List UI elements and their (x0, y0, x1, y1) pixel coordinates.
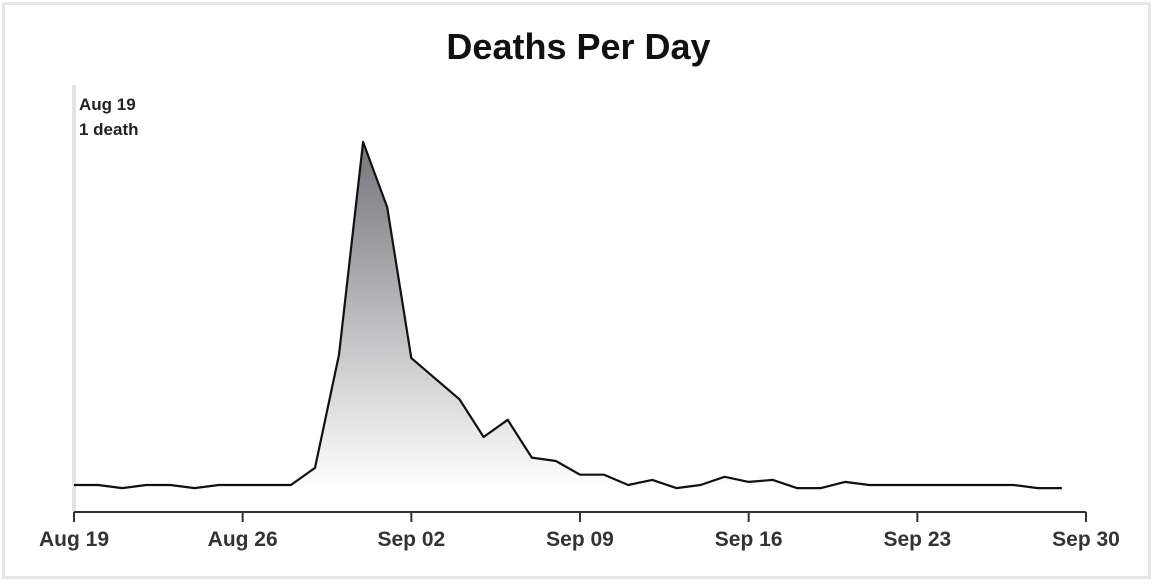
tooltip-value: 1 death (79, 120, 139, 139)
series-line (74, 140, 1062, 490)
x-tick-label: Aug 26 (208, 528, 278, 551)
chart-frame (2, 2, 1151, 579)
x-tick-label: Aug 19 (39, 528, 109, 551)
hover-tooltip: Aug 19 1 death (79, 92, 139, 142)
x-axis-ticks: Aug 19 Aug 26 Sep 02 Sep 09 Sep 16 Sep 23 Sep … (39, 512, 1120, 551)
x-tick-label: Sep 23 (883, 528, 951, 551)
x-tick-label: Sep 30 (1052, 528, 1120, 551)
x-tick-label: Sep 16 (715, 528, 783, 551)
chart-title: Deaths Per Day (446, 26, 711, 67)
x-tick-label: Sep 09 (546, 528, 614, 551)
area-fill (74, 142, 1062, 489)
tooltip-date: Aug 19 (79, 95, 136, 114)
x-tick-label: Sep 02 (377, 528, 445, 551)
